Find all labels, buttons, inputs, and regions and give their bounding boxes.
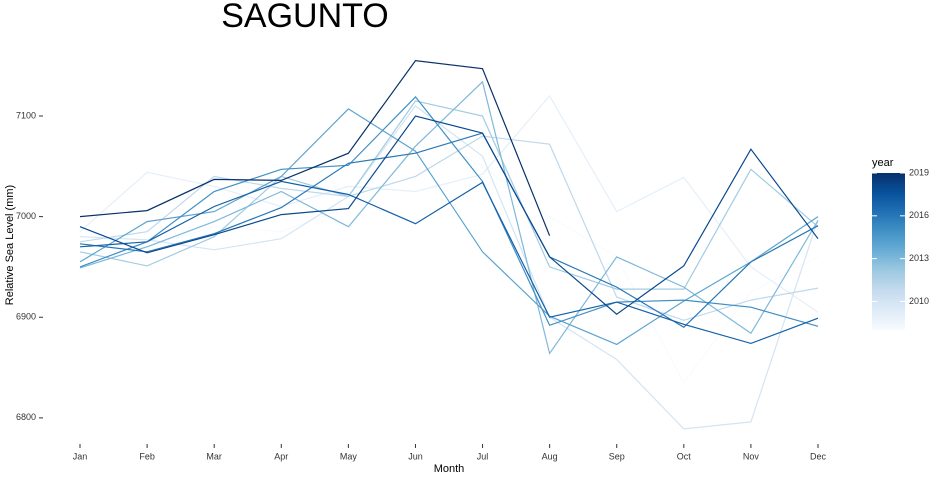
series-line <box>79 100 819 290</box>
x-tick-label: Nov <box>743 451 760 461</box>
series-line <box>79 180 819 345</box>
series-line <box>79 94 819 313</box>
x-tick-label: Feb <box>139 451 155 461</box>
y-tick-label: 6900 <box>16 312 36 322</box>
x-tick-label: Jul <box>477 451 489 461</box>
series-line <box>79 105 819 430</box>
x-tick-label: Jan <box>73 451 88 461</box>
series-line <box>79 130 819 384</box>
x-tick-label: May <box>340 451 358 461</box>
series-line <box>79 95 819 327</box>
y-tick-label: 7100 <box>16 110 36 120</box>
series-line <box>79 108 819 346</box>
y-tick-label: 6800 <box>16 412 36 422</box>
series-line <box>79 115 819 315</box>
legend-title: year <box>872 157 894 169</box>
chart-title: SAGUNTO <box>221 0 389 35</box>
series-line <box>79 135 819 321</box>
colorbar-label: 2016 <box>909 210 929 220</box>
colorbar <box>872 173 905 330</box>
x-tick-label: Apr <box>274 451 288 461</box>
x-tick-label: Aug <box>542 451 558 461</box>
colorbar-label: 2019 <box>909 167 929 177</box>
x-tick-label: Mar <box>206 451 222 461</box>
x-tick-label: Dec <box>810 451 827 461</box>
colorbar-label: 2013 <box>909 253 929 263</box>
y-tick-label: 7000 <box>16 211 36 221</box>
series-line <box>79 132 819 329</box>
colorbar-label: 2010 <box>909 296 929 306</box>
y-axis-title: Relative Sea Level (mm) <box>4 185 16 305</box>
series-line <box>79 59 551 236</box>
x-axis-title: Month <box>434 463 465 475</box>
x-tick-label: Jun <box>408 451 423 461</box>
x-tick-label: Sep <box>609 451 625 461</box>
x-tick-label: Oct <box>677 451 692 461</box>
